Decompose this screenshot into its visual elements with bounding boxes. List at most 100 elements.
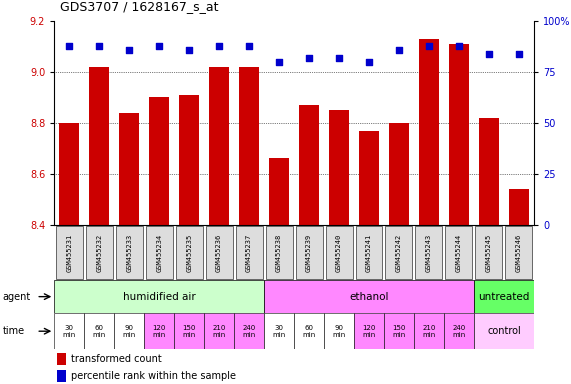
Bar	[359, 131, 379, 225]
FancyBboxPatch shape	[356, 226, 383, 279]
Point	[514, 51, 524, 57]
Point	[124, 46, 134, 53]
Text: GSM455241: GSM455241	[366, 233, 372, 271]
Text: GSM455236: GSM455236	[216, 233, 222, 271]
FancyBboxPatch shape	[445, 226, 472, 279]
Point	[484, 51, 493, 57]
Text: 240
min: 240 min	[452, 325, 465, 338]
Text: GSM455244: GSM455244	[456, 233, 462, 271]
Bar	[90, 67, 109, 225]
Bar	[419, 39, 439, 225]
Bar	[449, 44, 469, 225]
Text: GSM455238: GSM455238	[276, 233, 282, 271]
Text: GSM455232: GSM455232	[96, 233, 102, 271]
Text: percentile rank within the sample: percentile rank within the sample	[71, 371, 236, 381]
FancyBboxPatch shape	[56, 226, 83, 279]
Point	[424, 43, 433, 49]
Bar	[59, 123, 79, 225]
Point	[155, 43, 164, 49]
Bar	[509, 189, 529, 225]
Text: GSM455246: GSM455246	[516, 233, 522, 271]
Bar	[210, 67, 229, 225]
FancyBboxPatch shape	[384, 313, 414, 349]
Text: 210
min: 210 min	[212, 325, 226, 338]
Point	[244, 43, 254, 49]
Text: GSM455243: GSM455243	[426, 233, 432, 271]
FancyBboxPatch shape	[296, 226, 323, 279]
FancyBboxPatch shape	[176, 226, 203, 279]
Bar	[239, 67, 259, 225]
Text: 90
min: 90 min	[332, 325, 345, 338]
Text: 90
min: 90 min	[123, 325, 136, 338]
FancyBboxPatch shape	[414, 313, 444, 349]
Bar	[119, 113, 139, 225]
Text: GSM455235: GSM455235	[186, 233, 192, 271]
Point	[65, 43, 74, 49]
Point	[184, 46, 194, 53]
Text: 30
min: 30 min	[63, 325, 76, 338]
FancyBboxPatch shape	[204, 313, 234, 349]
Text: untreated: untreated	[478, 291, 529, 302]
FancyBboxPatch shape	[416, 226, 443, 279]
FancyBboxPatch shape	[174, 313, 204, 349]
Bar	[57, 370, 66, 382]
Point	[364, 59, 373, 65]
FancyBboxPatch shape	[474, 280, 534, 313]
Bar	[329, 110, 349, 225]
Bar	[479, 118, 498, 225]
Point	[304, 55, 313, 61]
FancyBboxPatch shape	[474, 313, 534, 349]
Bar	[299, 105, 319, 225]
Text: control: control	[487, 326, 521, 336]
FancyBboxPatch shape	[206, 226, 232, 279]
Text: 210
min: 210 min	[423, 325, 436, 338]
Bar	[179, 95, 199, 225]
FancyBboxPatch shape	[144, 313, 174, 349]
Point	[455, 43, 464, 49]
Text: 150
min: 150 min	[183, 325, 196, 338]
FancyBboxPatch shape	[444, 313, 474, 349]
FancyBboxPatch shape	[324, 313, 354, 349]
FancyBboxPatch shape	[266, 226, 292, 279]
Text: 150
min: 150 min	[392, 325, 405, 338]
Text: 240
min: 240 min	[243, 325, 256, 338]
Bar	[150, 98, 169, 225]
Point	[215, 43, 224, 49]
Bar	[57, 353, 66, 365]
Text: GDS3707 / 1628167_s_at: GDS3707 / 1628167_s_at	[60, 0, 219, 13]
FancyBboxPatch shape	[54, 280, 264, 313]
Text: GSM455237: GSM455237	[246, 233, 252, 271]
Text: transformed count: transformed count	[71, 354, 162, 364]
Text: GSM455242: GSM455242	[396, 233, 402, 271]
Text: GSM455234: GSM455234	[156, 233, 162, 271]
Text: GSM455240: GSM455240	[336, 233, 342, 271]
FancyBboxPatch shape	[294, 313, 324, 349]
FancyBboxPatch shape	[146, 226, 172, 279]
Bar	[389, 123, 409, 225]
FancyBboxPatch shape	[236, 226, 263, 279]
FancyBboxPatch shape	[505, 226, 532, 279]
Text: agent: agent	[3, 291, 31, 302]
Text: 120
min: 120 min	[363, 325, 376, 338]
FancyBboxPatch shape	[54, 313, 85, 349]
FancyBboxPatch shape	[264, 280, 474, 313]
Text: GSM455233: GSM455233	[126, 233, 132, 271]
Text: 120
min: 120 min	[152, 325, 166, 338]
Text: humidified air: humidified air	[123, 291, 195, 302]
Text: ethanol: ethanol	[349, 291, 389, 302]
FancyBboxPatch shape	[325, 226, 352, 279]
FancyBboxPatch shape	[476, 226, 502, 279]
Point	[335, 55, 344, 61]
FancyBboxPatch shape	[234, 313, 264, 349]
Text: GSM455231: GSM455231	[66, 233, 73, 271]
Text: 30
min: 30 min	[272, 325, 286, 338]
Bar	[270, 159, 289, 225]
Text: 60
min: 60 min	[303, 325, 316, 338]
Point	[275, 59, 284, 65]
FancyBboxPatch shape	[85, 313, 114, 349]
Text: GSM455239: GSM455239	[306, 233, 312, 271]
FancyBboxPatch shape	[116, 226, 143, 279]
FancyBboxPatch shape	[385, 226, 412, 279]
Point	[95, 43, 104, 49]
Text: 60
min: 60 min	[93, 325, 106, 338]
